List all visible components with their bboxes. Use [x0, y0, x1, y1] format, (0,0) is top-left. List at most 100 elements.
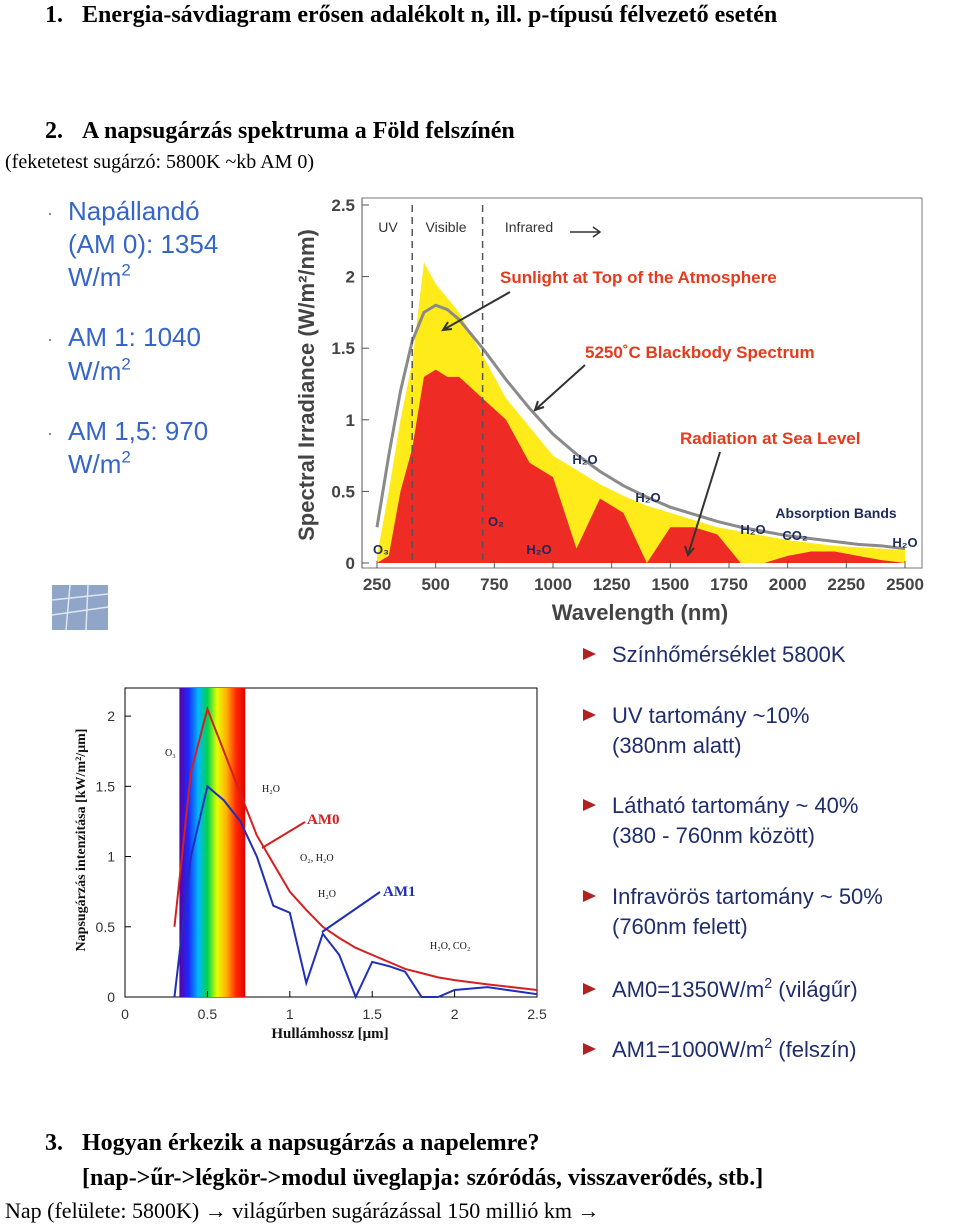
bullet-line-sup: 2	[764, 1036, 772, 1052]
x-tick-label: 2	[451, 1006, 459, 1022]
annotation: Visible	[426, 219, 467, 235]
left-note-line-main: (AM 0): 1354	[68, 229, 218, 259]
series-label: AM1	[383, 884, 416, 900]
bullet-marker	[583, 648, 596, 660]
annotation: H₂O	[740, 522, 765, 537]
bullet-line: UV tartomány ~10%	[612, 703, 809, 728]
y-tick-label: 0.5	[96, 919, 116, 935]
x-tick-label: 2000	[769, 575, 807, 594]
x-axis-title: Hullámhossz [μm]	[271, 1026, 388, 1042]
annotation: H₂O	[526, 542, 551, 557]
series-label: Sunlight at Top of the Atmosphere	[500, 268, 777, 287]
left-note-line: AM 1: 1040	[68, 322, 201, 352]
arrow	[441, 291, 511, 332]
left-note-line-main: AM 1,5: 970	[68, 416, 208, 446]
annotation: Infrared	[505, 219, 553, 235]
x-tick-label: 0	[121, 1006, 129, 1022]
left-note-line: (AM 0): 1354	[68, 229, 218, 259]
left-note-line-main: W/m	[68, 356, 121, 386]
x-tick-label: 1.5	[362, 1006, 382, 1022]
panel-image	[52, 585, 108, 630]
y-axis-title: Napsugárzás intenzitása [kW/m²/μm]	[74, 729, 89, 952]
y-axis-title: Spectral Irradiance (W/m²/nm)	[294, 229, 319, 541]
left-note-line-main: Napállandó	[68, 196, 200, 226]
bullet-line: (380 - 760nm között)	[612, 823, 815, 848]
bullet-line-main: UV tartomány ~10%	[612, 703, 809, 728]
bullet-line-post: (világűr)	[772, 977, 858, 1002]
left-note-line: AM 1,5: 970	[68, 416, 208, 446]
bullet-marker	[583, 1043, 596, 1055]
visible-band	[179, 688, 246, 997]
annotation: H₂O	[572, 452, 597, 467]
x-axis-title: Wavelength (nm)	[552, 600, 728, 625]
x-tick-label: 750	[480, 575, 508, 594]
left-note-line-sup: 2	[121, 261, 130, 280]
x-tick-label: 250	[363, 575, 391, 594]
note-dot	[48, 432, 52, 436]
arrow	[570, 226, 602, 238]
note: [nap->űr->légkör->modul üveglapja: szóró…	[82, 1165, 763, 1191]
bullet-line: AM0=1350W/m2 (világűr)	[612, 976, 858, 1002]
left-note-line: W/m2	[68, 448, 131, 479]
subtitle: (feketetest sugárzó: 5800K ~kb AM 0)	[5, 151, 314, 173]
last-line: Nap (felülete: 5800K) → világűrben sugár…	[5, 1198, 599, 1223]
left-note-line-main: W/m	[68, 262, 121, 292]
bullet-line: AM1=1000W/m2 (felszín)	[612, 1036, 857, 1062]
heading-text: Hogyan érkezik a napsugárzás a napelemre…	[82, 1130, 540, 1156]
arrow	[533, 364, 586, 412]
series-label: AM0	[307, 812, 340, 828]
bullet-line-main: AM0=1350W/m	[612, 977, 764, 1002]
annotation: Absorption Bands	[775, 505, 897, 521]
bullet-line-main: Színhőmérséklet 5800K	[612, 642, 846, 667]
bullet-line: (760nm felett)	[612, 914, 748, 939]
left-note-line: W/m2	[68, 355, 131, 386]
arrow	[261, 821, 306, 849]
series-label: 5250˚C Blackbody Spectrum	[585, 343, 815, 362]
left-note-line-sup: 2	[121, 355, 130, 374]
y-tick-label: 0	[346, 554, 355, 573]
y-tick-label: 0.5	[331, 482, 355, 501]
bullet-line-main: Infravörös tartomány ~ 50%	[612, 884, 883, 909]
arrow	[321, 891, 381, 933]
x-tick-label: 0.5	[198, 1006, 218, 1022]
left-note-line-sup: 2	[121, 448, 130, 467]
panel-grid	[51, 584, 109, 631]
note-dot	[48, 338, 52, 342]
left-note-line: Napállandó	[68, 196, 200, 226]
x-tick-label: 500	[421, 575, 449, 594]
annotation: O₃	[165, 748, 176, 759]
y-tick-label: 2	[346, 268, 355, 287]
x-tick-label: 2250	[827, 575, 865, 594]
x-tick-label: 1000	[534, 575, 572, 594]
x-tick-label: 1750	[710, 575, 748, 594]
bullet-marker	[583, 890, 596, 902]
x-tick-label: 1250	[593, 575, 631, 594]
bullet-line-main: (380nm alatt)	[612, 733, 742, 758]
series-label: Radiation at Sea Level	[680, 429, 860, 448]
annotation: H₂O	[892, 535, 917, 550]
bullet-line-post: (felszín)	[772, 1037, 856, 1062]
heading-number: 3.	[45, 1130, 63, 1156]
left-note-line-main: AM 1: 1040	[68, 322, 201, 352]
bullet-line: (380nm alatt)	[612, 733, 742, 758]
spectrum-line	[375, 303, 906, 551]
arrow	[684, 451, 721, 557]
x-tick-label: 1	[286, 1006, 294, 1022]
annotation: CO₂	[782, 528, 808, 543]
annotation: O₂	[488, 514, 504, 529]
note-dot	[48, 212, 52, 216]
y-tick-label: 1	[346, 411, 355, 430]
left-note-line-main: W/m	[68, 449, 121, 479]
spectrum-line	[173, 705, 538, 991]
heading-text: Energia-sávdiagram erősen adalékolt n, i…	[82, 2, 777, 28]
x-tick-label: 1500	[651, 575, 689, 594]
bullet-line-main: AM1=1000W/m	[612, 1037, 764, 1062]
bullet-line: Látható tartomány ~ 40%	[612, 793, 858, 818]
y-tick-label: 1.5	[331, 339, 355, 358]
bullet-marker	[583, 799, 596, 811]
spectrum-line	[173, 784, 538, 1000]
x-tick-label: 2500	[886, 575, 924, 594]
heading-number: 2.	[45, 118, 63, 144]
y-tick-label: 0	[107, 989, 115, 1005]
heading-text: A napsugárzás spektruma a Föld felszínén	[82, 118, 515, 144]
